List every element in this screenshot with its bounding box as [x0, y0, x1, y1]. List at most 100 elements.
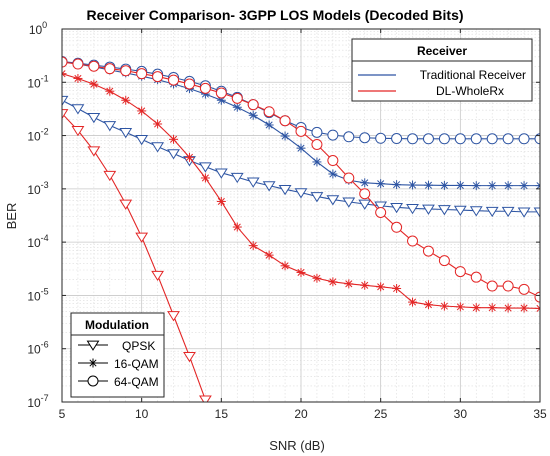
data-point-dl-16qam [169, 134, 179, 144]
data-point-dl-64qam [470, 271, 482, 283]
data-point-dl-16qam [216, 196, 226, 206]
data-point-dl-64qam [375, 206, 387, 218]
legend-modulation-marker-16qam [88, 358, 98, 368]
data-point-dl-64qam [199, 82, 211, 94]
data-point-dl-64qam [327, 155, 339, 167]
data-point-dl-64qam [247, 99, 259, 111]
data-point-traditional-16qam [296, 143, 306, 153]
series-layer [62, 56, 540, 402]
data-point-traditional-16qam [423, 180, 433, 190]
data-point-traditional-qpsk [62, 95, 69, 107]
data-point-traditional-16qam [519, 181, 529, 191]
data-point-dl-qpsk [167, 311, 180, 322]
data-point-traditional-16qam [376, 179, 386, 189]
data-point-traditional-64qam [454, 133, 466, 145]
data-point-dl-qpsk [87, 146, 101, 157]
data-point-traditional-16qam [408, 180, 418, 190]
data-point-dl-64qam [454, 266, 466, 278]
data-point-dl-64qam [168, 74, 180, 86]
data-point-traditional-qpsk [71, 104, 85, 115]
data-point-traditional-qpsk [310, 192, 324, 203]
x-tick-label: 30 [454, 407, 468, 421]
data-point-traditional-64qam [422, 133, 434, 145]
legend-modulation-label-64qam: 64-QAM [114, 375, 159, 389]
data-point-traditional-16qam [312, 157, 322, 167]
data-point-traditional-16qam [471, 181, 481, 191]
data-point-traditional-qpsk [358, 199, 372, 210]
x-tick-label: 10 [135, 407, 149, 421]
x-tick-labels: 5 10 15 20 25 30 35 [59, 407, 547, 421]
data-point-dl-16qam [153, 119, 163, 129]
data-point-dl-64qam [62, 56, 68, 68]
data-point-dl-16qam [73, 73, 83, 83]
legend-modulation-label-qpsk: QPSK [122, 339, 155, 353]
data-point-dl-qpsk [71, 126, 85, 137]
data-point-traditional-16qam [232, 102, 242, 112]
data-point-traditional-qpsk [533, 207, 540, 218]
data-point-dl-16qam [248, 241, 258, 251]
data-point-traditional-64qam [375, 132, 387, 144]
y-tick-labels: 100 10-1 10-2 10-3 10-4 10-5 10-6 10-7 [27, 20, 48, 410]
legend-modulation-marker-64qam [87, 375, 99, 387]
data-point-dl-qpsk [62, 109, 69, 120]
data-point-dl-16qam [328, 277, 338, 287]
data-point-traditional-qpsk [390, 202, 404, 214]
data-point-traditional-qpsk [406, 204, 419, 215]
data-point-traditional-qpsk [135, 134, 149, 146]
series-dl-qpsk [62, 109, 212, 402]
series-dl-64qam [62, 56, 540, 303]
data-point-dl-64qam [343, 172, 355, 184]
data-point-dl-64qam [534, 291, 540, 303]
legend-receiver-label-traditional: Traditional Receiver [420, 68, 526, 82]
data-point-dl-64qam [136, 68, 148, 80]
data-point-dl-16qam [89, 79, 99, 89]
data-point-dl-16qam [503, 303, 513, 313]
data-point-traditional-qpsk [469, 206, 483, 217]
x-axis-label: SNR (dB) [269, 438, 325, 453]
data-point-traditional-qpsk [326, 195, 340, 206]
data-point-dl-16qam [232, 222, 242, 232]
data-point-traditional-16qam [487, 181, 497, 191]
legend-modulation: Modulation QPSK 16-QAM 64-QAM [70, 312, 165, 398]
data-point-traditional-64qam [359, 132, 371, 144]
data-point-dl-16qam [105, 86, 115, 96]
data-point-traditional-qpsk [485, 206, 499, 218]
y-tick-label: 10-3 [27, 180, 48, 197]
data-point-dl-16qam [439, 301, 449, 311]
data-point-traditional-qpsk [119, 127, 133, 139]
data-point-dl-16qam [376, 282, 386, 292]
data-point-dl-16qam [423, 300, 433, 310]
data-point-traditional-16qam [439, 180, 449, 190]
data-point-dl-64qam [295, 125, 307, 137]
data-point-dl-qpsk [103, 170, 117, 182]
data-point-traditional-qpsk [246, 177, 260, 188]
data-point-dl-16qam [535, 303, 540, 313]
x-tick-label: 35 [533, 407, 547, 421]
data-point-traditional-64qam [470, 133, 482, 145]
data-point-traditional-16qam [280, 131, 290, 141]
data-point-traditional-qpsk [374, 201, 388, 212]
data-point-dl-qpsk [183, 351, 196, 363]
data-point-traditional-qpsk [230, 172, 244, 184]
data-point-dl-16qam [487, 303, 497, 313]
data-point-traditional-qpsk [294, 188, 308, 199]
data-point-dl-64qam [311, 138, 323, 150]
y-tick-label: 10-1 [27, 73, 48, 90]
data-point-traditional-64qam [343, 131, 355, 143]
series-dl-16qam [62, 69, 540, 313]
data-point-traditional-64qam [407, 133, 419, 145]
data-point-dl-64qam [422, 245, 434, 257]
data-point-dl-16qam [137, 106, 147, 116]
data-point-traditional-qpsk [151, 142, 165, 153]
y-tick-label: 10-5 [27, 286, 48, 303]
data-point-dl-16qam [392, 283, 402, 293]
data-point-dl-64qam [215, 87, 227, 99]
y-tick-label: 100 [29, 20, 47, 37]
data-point-traditional-qpsk [103, 121, 117, 132]
data-point-dl-64qam [279, 115, 291, 127]
data-point-dl-16qam [121, 95, 131, 105]
data-point-dl-16qam [296, 267, 306, 277]
data-point-dl-64qam [72, 58, 84, 70]
data-point-traditional-qpsk [422, 204, 435, 215]
